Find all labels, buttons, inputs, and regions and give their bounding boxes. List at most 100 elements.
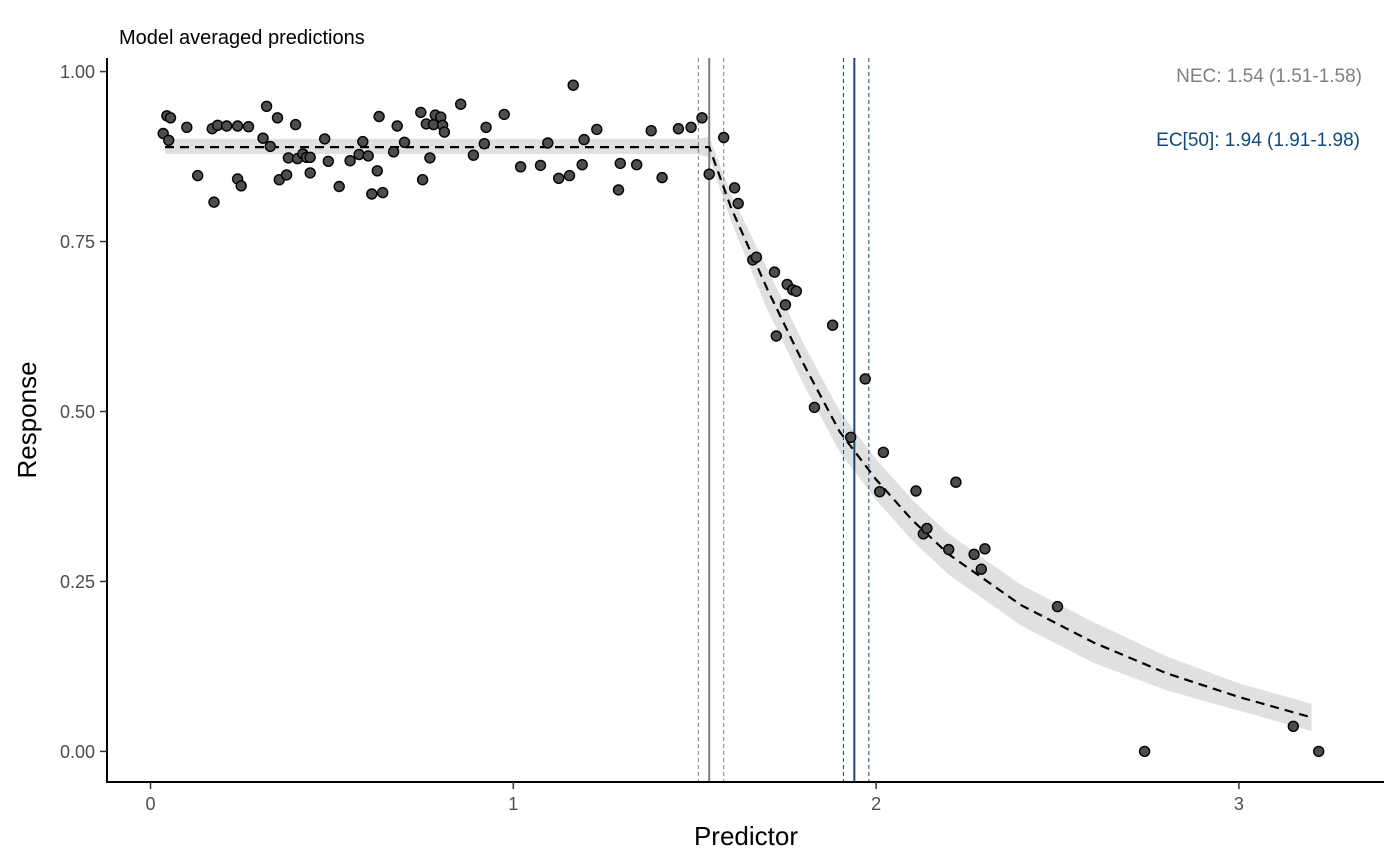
data-point (591, 123, 603, 136)
data-point (480, 121, 492, 134)
data-point (235, 180, 247, 192)
data-point (750, 251, 763, 263)
data-point (1138, 745, 1151, 758)
data-point (264, 140, 276, 153)
data-point (874, 486, 886, 498)
y-axis-title: Response (12, 361, 42, 478)
data-point (921, 522, 933, 535)
data-point (353, 148, 365, 161)
text-layer: Model averaged predictions Predictor Res… (12, 27, 1362, 851)
data-point (910, 485, 922, 497)
data-point (416, 173, 429, 186)
data-point (943, 543, 955, 556)
data-point (631, 158, 643, 171)
y-tick-label: 0.25 (60, 572, 95, 592)
threshold-lines-layer (697, 58, 870, 782)
confidence-ribbon-layer (165, 136, 1312, 731)
data-point (424, 152, 436, 164)
data-point (322, 155, 334, 168)
data-point (191, 169, 204, 182)
y-tick-label: 0.00 (60, 742, 95, 762)
data-point (415, 106, 427, 119)
y-tick-label: 0.50 (60, 402, 95, 422)
data-point (231, 120, 244, 132)
data-point (859, 373, 871, 385)
data-point (672, 122, 685, 135)
data-point (612, 184, 625, 196)
data-point (685, 121, 697, 134)
data-point (366, 188, 378, 200)
data-point (362, 150, 374, 162)
data-point (553, 172, 565, 185)
data-point (567, 79, 579, 91)
data-point (280, 169, 293, 181)
axes-layer: 0.00 0.25 0.50 0.75 1.00 0 1 2 3 (60, 58, 1384, 814)
data-point (164, 112, 177, 124)
y-tick-label: 0.75 (60, 232, 95, 252)
data-point (242, 120, 255, 133)
data-point (438, 126, 451, 138)
ec50-annotation: EC[50]: 1.94 (1.91-1.98) (1156, 130, 1360, 151)
data-point (333, 180, 345, 193)
data-point (257, 132, 269, 144)
data-point (289, 118, 302, 131)
x-tick-label: 0 (146, 794, 156, 814)
data-point (656, 171, 668, 184)
data-point (732, 197, 744, 210)
data-points-layer (157, 79, 1325, 758)
data-point (703, 168, 715, 180)
data-point (304, 167, 316, 179)
data-point (467, 149, 480, 161)
data-point (498, 108, 510, 121)
data-point (979, 543, 991, 555)
data-point (271, 112, 284, 124)
data-point (968, 548, 980, 560)
data-point (1312, 745, 1325, 758)
data-point (718, 131, 730, 144)
data-point (578, 133, 590, 146)
data-point (304, 151, 316, 164)
x-tick-label: 1 (508, 794, 518, 814)
y-tick-label: 1.00 (60, 62, 95, 82)
data-point (377, 186, 389, 199)
data-point (319, 133, 331, 145)
data-point (357, 135, 369, 148)
data-point (398, 136, 411, 149)
data-point (1287, 720, 1300, 732)
data-point (877, 446, 890, 458)
data-point (845, 431, 857, 443)
data-point (563, 169, 576, 182)
data-point (373, 110, 385, 123)
data-point (950, 476, 962, 488)
data-point (1051, 600, 1064, 613)
x-axis-title: Predictor (694, 821, 798, 851)
confidence-band (165, 136, 1312, 731)
data-point (162, 134, 175, 147)
data-point (371, 165, 383, 177)
fit-line (165, 146, 1312, 719)
data-point (768, 266, 781, 278)
x-tick-label: 2 (871, 794, 881, 814)
data-point (344, 154, 356, 167)
data-point (779, 299, 792, 311)
data-point (614, 157, 626, 170)
data-point (728, 182, 741, 194)
nec-annotation: NEC: 1.54 (1.51-1.58) (1176, 66, 1362, 87)
data-point (181, 121, 193, 134)
data-point (790, 285, 802, 297)
data-point (975, 563, 987, 575)
data-point (534, 159, 547, 172)
chart-title: Model averaged predictions (119, 27, 365, 49)
data-point (514, 161, 527, 173)
data-point (576, 158, 588, 171)
fit-line-layer (165, 146, 1312, 719)
data-point (808, 401, 821, 414)
data-point (542, 137, 554, 149)
data-point (478, 137, 490, 150)
data-point (220, 120, 233, 132)
data-point (260, 100, 273, 113)
data-point (826, 319, 839, 331)
data-point (208, 196, 220, 208)
data-point (696, 112, 708, 124)
